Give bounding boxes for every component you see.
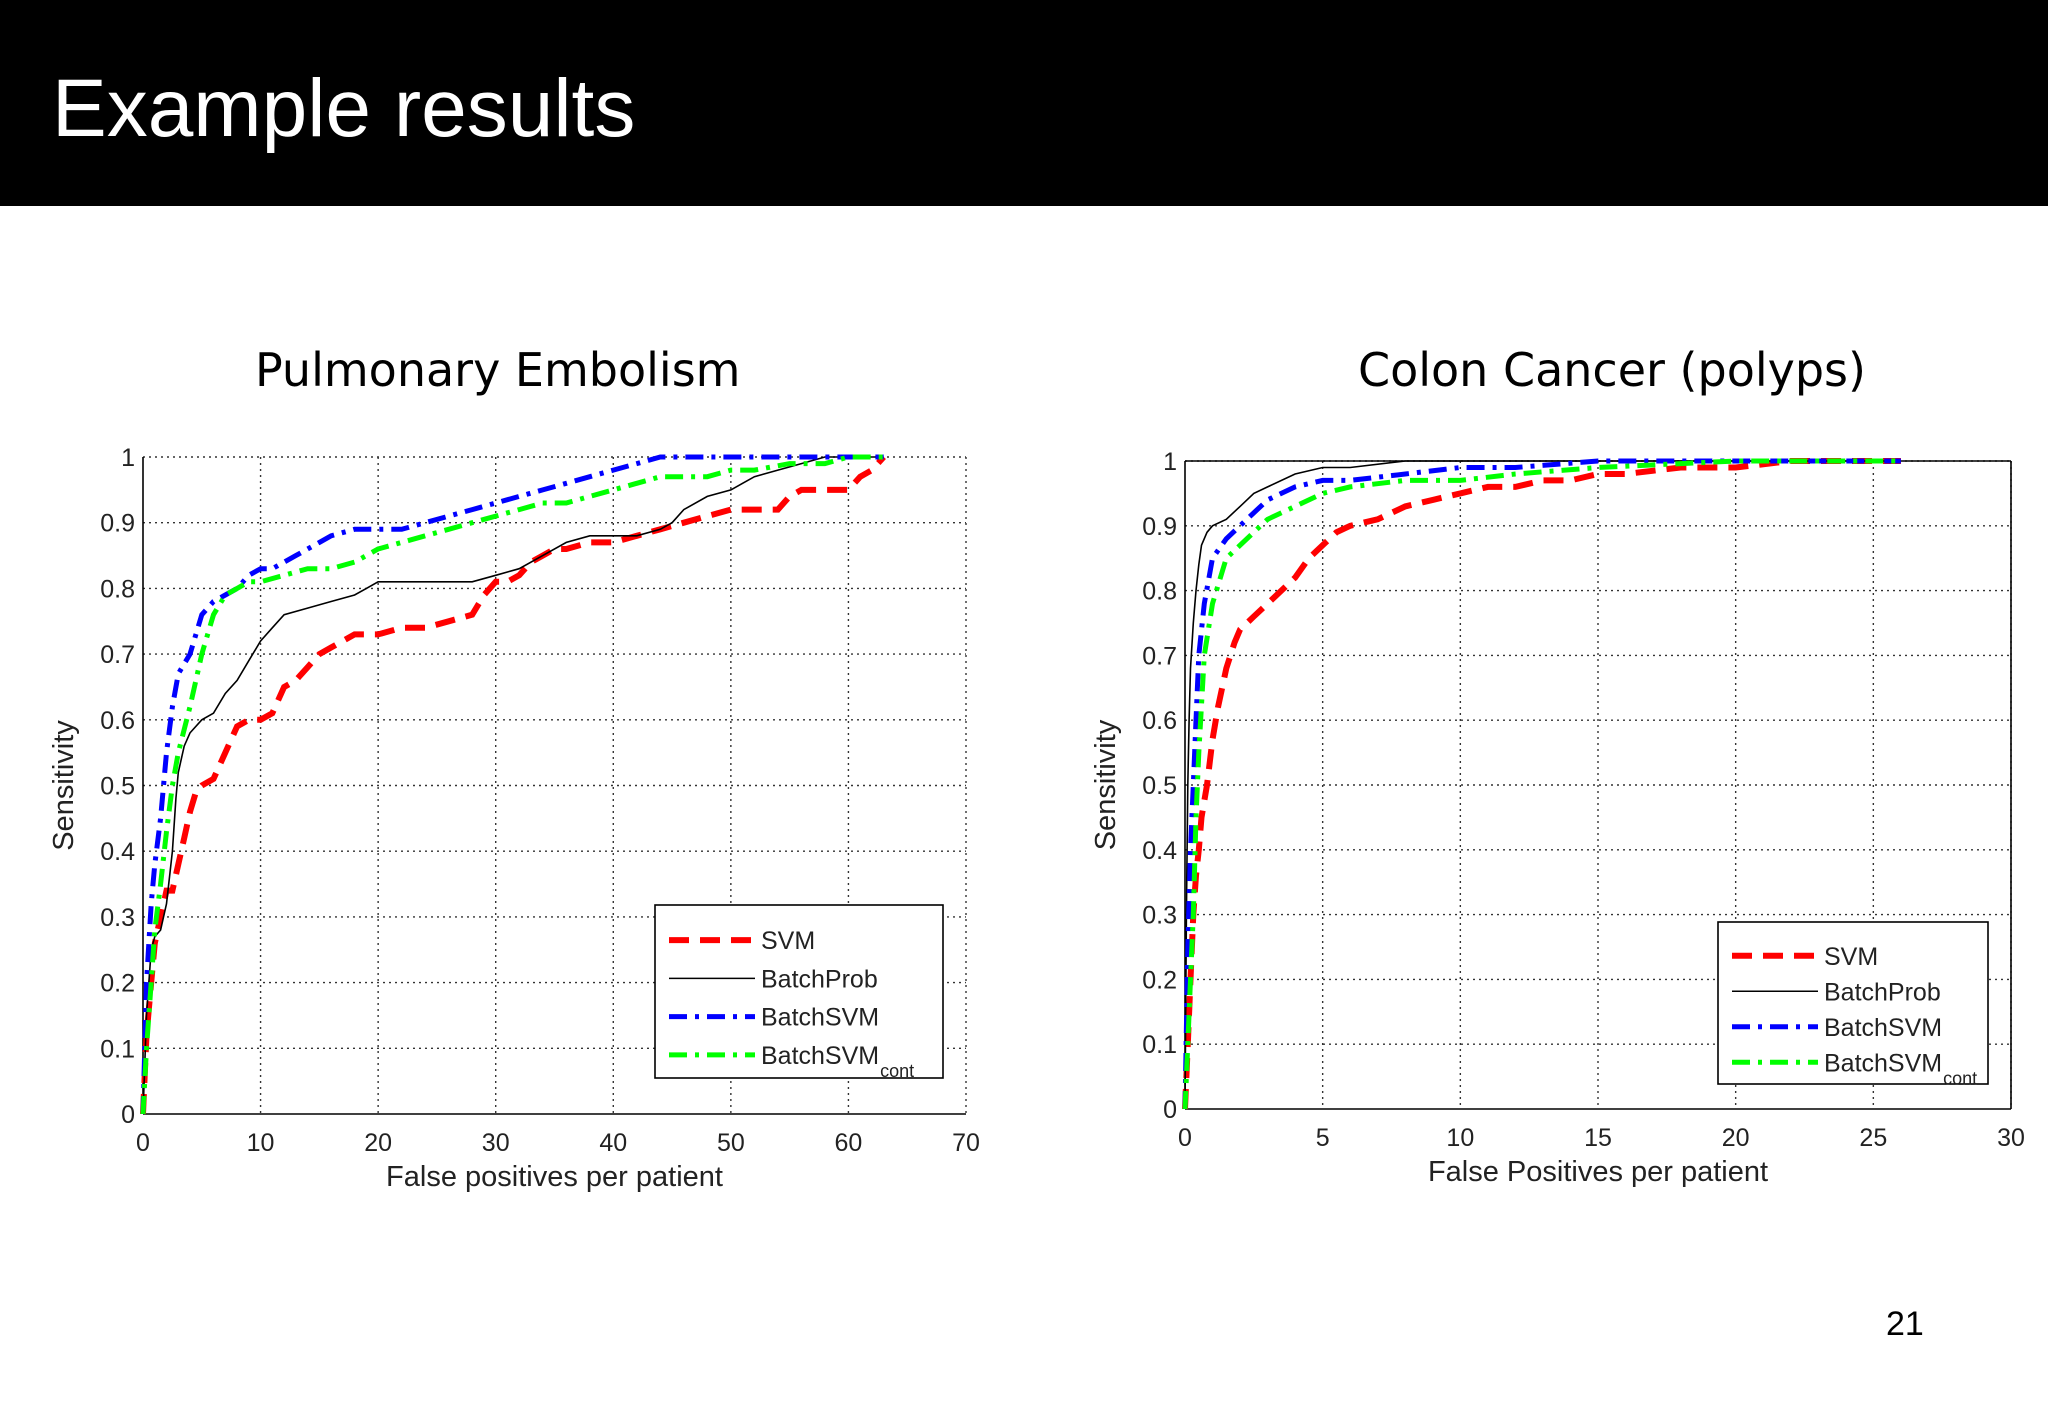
series-line-batchprob (1184, 460, 1901, 1110)
x-tick-label: 30 (482, 1129, 510, 1157)
y-tick-label: 0.6 (100, 707, 135, 735)
y-tick-label: 0.4 (1142, 837, 1177, 865)
series-line-batchsvm (1182, 458, 1901, 1110)
x-tick-label: 30 (1997, 1124, 2025, 1152)
legend-label-subscript: cont (1943, 1068, 1977, 1088)
chart-title-colon-cancer: Colon Cancer (polyps) (1358, 343, 1866, 397)
y-axis-label: Sensitivity (1090, 719, 1122, 850)
y-axis-label: Sensitivity (48, 720, 80, 851)
y-tick-label: 0.8 (1142, 578, 1177, 606)
y-tick-label: 0.2 (100, 970, 135, 998)
y-tick-label: 0.9 (100, 510, 135, 538)
chart-0: 0 10 20 30 40 50 60 70 0 0.1 0.2 0.3 0.4 0.5 0.6 0.7 0.8… (48, 444, 980, 1193)
legend-box (654, 904, 944, 1079)
legend-label: BatchSVM (761, 1042, 879, 1070)
y-tick-label: 0.1 (100, 1035, 135, 1063)
slide-header: Example results (0, 0, 2048, 206)
x-tick-label: 25 (1859, 1124, 1887, 1152)
y-tick-label: 0.1 (1142, 1031, 1177, 1059)
x-axis-label: False positives per patient (386, 1161, 723, 1193)
y-tick-label: 0.3 (1142, 902, 1177, 930)
x-tick-label: 60 (835, 1129, 863, 1157)
x-tick-label: 0 (136, 1129, 150, 1157)
y-tick-label: 0.2 (1142, 966, 1177, 994)
y-tick-label: 1 (121, 444, 135, 472)
series-line-batchsvm-cont (140, 454, 884, 1115)
y-tick-label: 0.6 (1142, 707, 1177, 735)
legend-label: BatchSVM (761, 1004, 879, 1032)
y-tick-label: 0.3 (100, 904, 135, 932)
x-tick-label: 40 (599, 1129, 627, 1157)
chart-1: 0 5 10 15 20 25 30 0 0.1 0.2 0.3 0.4 0.5 0.6 0.7 0.8 0.9… (1090, 448, 2025, 1188)
x-tick-label: 10 (1446, 1124, 1474, 1152)
x-tick-label: 0 (1178, 1124, 1192, 1152)
legend-label: SVM (1824, 943, 1878, 971)
legend-label: BatchSVM (1824, 1049, 1942, 1077)
legend-label: BatchSVM (1824, 1014, 1942, 1042)
chart-title-pulmonary-embolism: Pulmonary Embolism (255, 343, 741, 397)
x-tick-label: 20 (364, 1129, 392, 1157)
legend-label-subscript: cont (880, 1061, 914, 1081)
legend-label: SVM (761, 927, 815, 955)
series-line-batchprob (142, 456, 884, 1115)
x-tick-label: 10 (247, 1129, 275, 1157)
x-tick-label: 50 (717, 1129, 745, 1157)
x-tick-label: 20 (1722, 1124, 1750, 1152)
y-tick-label: 0.5 (1142, 772, 1177, 800)
y-tick-label: 0.5 (100, 773, 135, 801)
x-axis-label: False Positives per patient (1428, 1156, 1768, 1188)
y-tick-label: 1 (1163, 448, 1177, 476)
x-tick-label: 70 (952, 1129, 980, 1157)
y-tick-label: 0.7 (1142, 642, 1177, 670)
series-line-svm (1182, 458, 1901, 1110)
legend-label: BatchProb (1824, 978, 1941, 1006)
series-line-batchsvm (140, 454, 884, 1115)
y-tick-label: 0.7 (100, 641, 135, 669)
x-tick-label: 5 (1316, 1124, 1330, 1152)
legend-label: BatchProb (761, 965, 878, 993)
y-tick-label: 0.4 (100, 838, 135, 866)
slide-title: Example results (52, 63, 636, 154)
page-number: 21 (1886, 1305, 1924, 1343)
legend-box (1717, 921, 1989, 1085)
x-tick-label: 15 (1584, 1124, 1612, 1152)
series-line-batchsvm-cont (1182, 458, 1901, 1110)
y-tick-label: 0 (1163, 1096, 1177, 1124)
y-tick-label: 0.8 (100, 575, 135, 603)
y-tick-label: 0 (121, 1101, 135, 1129)
y-tick-label: 0.9 (1142, 513, 1177, 541)
